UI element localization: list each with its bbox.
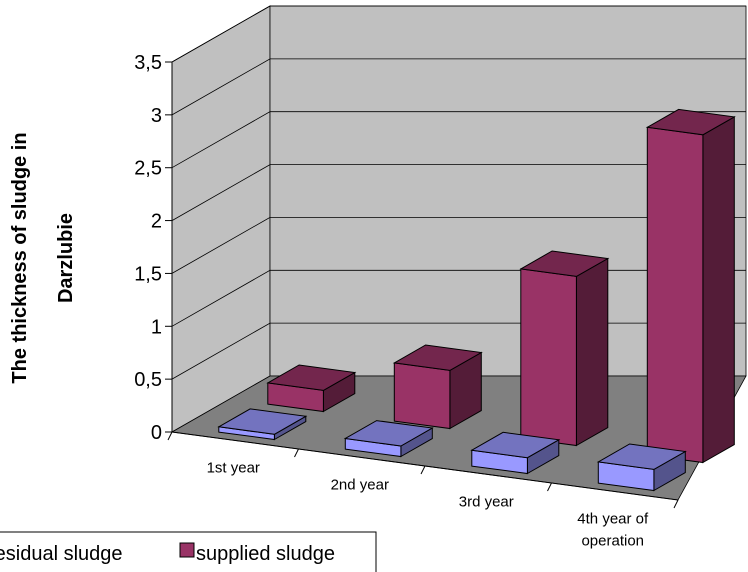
bar-top-face	[470, 431, 561, 459]
bar-supplied-sludge-3	[519, 250, 610, 447]
bar-front-face	[520, 268, 577, 447]
legend-label: supplied sludge	[196, 543, 335, 565]
bar-top-face	[519, 250, 610, 277]
legend-swatch	[179, 542, 195, 558]
y-tick-label: 3,5	[134, 52, 162, 74]
bars	[217, 108, 736, 492]
x-tick-label: 2nd year	[331, 477, 389, 494]
gridline	[171, 164, 746, 221]
x-tick	[294, 448, 299, 458]
y-tick-label: 1	[151, 316, 162, 338]
x-tick-label: 1st year	[207, 460, 260, 477]
bar-top-face	[266, 364, 357, 391]
bar-top-face	[392, 344, 483, 371]
x-tick-labels: 1st year 2nd year 3rd year 4th year of opera…	[207, 460, 649, 550]
side-wall	[171, 5, 271, 433]
y-tick-label: 2	[151, 211, 162, 233]
bar-top-face	[596, 443, 687, 470]
gridline	[171, 5, 746, 63]
bar-side-face	[575, 257, 609, 447]
x-tick-label: 3rd year	[459, 494, 514, 511]
gridline	[171, 58, 746, 116]
bar-supplied-sludge-2	[392, 344, 483, 430]
bar-residual-sludge-2	[343, 420, 434, 458]
x-tick	[420, 465, 426, 475]
x-tick-label: 4th year of operation	[577, 511, 649, 550]
y-tick-labels: 0 0,5 1 1,5 2 2,5 3 3,5	[134, 52, 162, 444]
y-tick-label: 0,5	[134, 369, 162, 391]
gridline	[171, 216, 746, 274]
bar-front-face	[646, 126, 704, 464]
y-tick-label: 1,5	[134, 263, 162, 285]
legend: residual sludge supplied sludge	[0, 531, 377, 572]
bar-top-face	[645, 108, 736, 136]
y-tick-label: 0	[151, 422, 162, 444]
chart-walls	[171, 5, 747, 433]
x-tick	[673, 499, 679, 509]
bar-top-face	[217, 408, 308, 435]
axes	[165, 61, 679, 509]
bar-supplied-sludge-1	[266, 364, 357, 413]
bar-side-face	[702, 116, 735, 464]
bar-top-face	[343, 420, 434, 447]
bar-residual-sludge-3	[470, 431, 561, 475]
bar-residual-sludge-1	[217, 408, 308, 441]
y-tick-label: 2,5	[134, 158, 162, 180]
bar-residual-sludge-4	[596, 443, 687, 492]
x-tick	[547, 482, 552, 492]
bar-front-face	[393, 362, 451, 430]
y-axis-label-line2: Darzlubie	[55, 213, 77, 303]
legend-label: residual sludge	[0, 543, 123, 565]
y-tick-label: 3	[151, 105, 162, 127]
y-axis-label-line1: The thickness of sludge in	[9, 132, 31, 383]
gridline	[171, 111, 746, 169]
x-tick	[167, 431, 173, 441]
bar-supplied-sludge-4	[645, 108, 736, 464]
